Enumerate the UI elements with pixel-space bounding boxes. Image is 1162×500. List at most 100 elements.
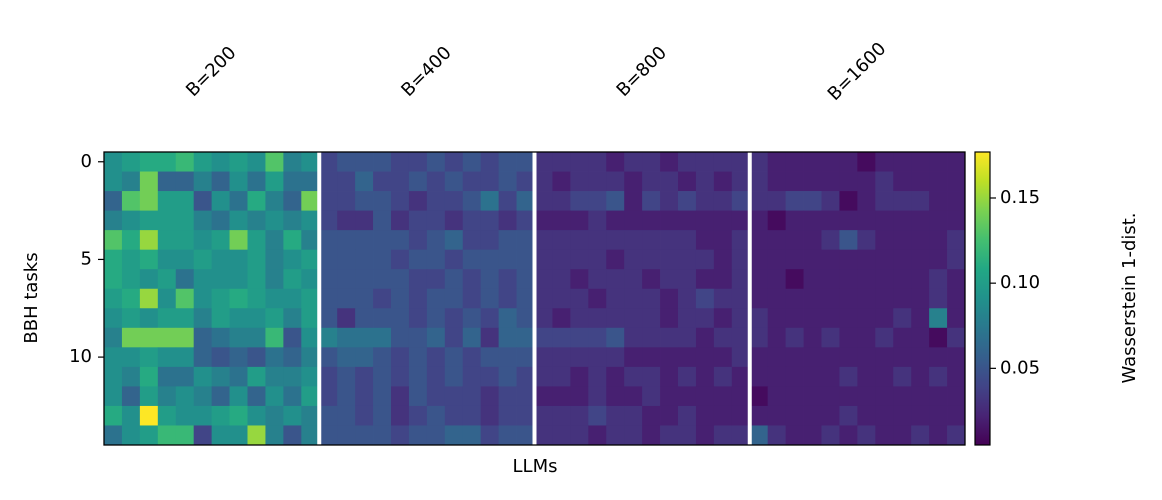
heatmap-cell (337, 386, 356, 407)
heatmap-cell (534, 171, 553, 192)
heatmap-cell (301, 269, 320, 290)
heatmap-cell (857, 210, 876, 231)
heatmap-cell (695, 366, 715, 387)
heatmap-cell (426, 425, 446, 446)
heatmap-cell (211, 191, 230, 211)
heatmap-cell (893, 347, 912, 368)
heatmap-cell (337, 308, 356, 329)
y-tick-label: 0 (81, 151, 92, 172)
heatmap-cell (283, 152, 302, 172)
colorbar-tick-label: 0.15 (1000, 187, 1040, 208)
heatmap-cell (391, 405, 410, 426)
heatmap-cell (211, 308, 230, 329)
heatmap-cell (678, 366, 697, 387)
heatmap-cell (642, 405, 661, 426)
heatmap-cell (247, 269, 266, 290)
heatmap-cell (947, 425, 966, 446)
heatmap-cell (875, 347, 894, 368)
heatmap-cell (498, 327, 517, 348)
heatmap-cell (319, 230, 338, 251)
heatmap-cell (337, 327, 356, 348)
heatmap-cell (104, 210, 123, 231)
heatmap-cell (947, 171, 966, 192)
heatmap-cell (947, 269, 966, 290)
heatmap-cell (426, 249, 446, 270)
heatmap-cell (301, 327, 320, 348)
heatmap-cell (588, 425, 607, 446)
heatmap-cell (355, 405, 374, 426)
heatmap-cell (947, 191, 966, 211)
heatmap-cell (731, 288, 751, 309)
heatmap-cell (211, 210, 230, 231)
heatmap-cell (480, 327, 500, 348)
heatmap-cell (624, 405, 643, 426)
heatmap-cell (283, 366, 302, 387)
heatmap-cell (570, 405, 589, 426)
heatmap-cell (839, 386, 858, 407)
heatmap-cell (606, 210, 625, 231)
heatmap-cell (480, 347, 500, 368)
heatmap-cell (749, 347, 769, 368)
heatmap-cell (929, 425, 948, 446)
heatmap-cell (139, 366, 159, 387)
heatmap-cell (301, 405, 320, 426)
heatmap-cell (355, 269, 374, 290)
heatmap-cell (104, 249, 123, 270)
heatmap-cell (355, 152, 374, 172)
heatmap-cell (552, 366, 571, 387)
heatmap-cell (857, 425, 876, 446)
heatmap-cell (624, 191, 643, 211)
heatmap-cell (121, 249, 141, 270)
heatmap-cell (552, 269, 571, 290)
heatmap-cell (606, 249, 625, 270)
heatmap-cell (713, 405, 733, 426)
heatmap-cell (695, 171, 715, 192)
heatmap-cell (767, 366, 787, 387)
heatmap-cell (211, 249, 230, 270)
heatmap-cell (767, 171, 787, 192)
heatmap-cell (929, 347, 948, 368)
heatmap-cell (821, 327, 840, 348)
heatmap-cell (552, 249, 571, 270)
heatmap-cell (660, 386, 679, 407)
heatmap-cell (534, 405, 553, 426)
y-tick-label: 5 (81, 248, 92, 269)
y-axis-label: BBH tasks (21, 252, 42, 343)
heatmap-cell (193, 230, 213, 251)
heatmap-cell (265, 171, 284, 192)
heatmap-cell (516, 327, 535, 348)
heatmap-cell (785, 366, 804, 387)
heatmap-cell (462, 191, 482, 211)
heatmap-cell (678, 171, 697, 192)
heatmap-cell (749, 230, 769, 251)
heatmap-cell (552, 152, 571, 172)
heatmap-cell (893, 327, 912, 348)
heatmap-cell (624, 386, 643, 407)
heatmap-cell (875, 327, 894, 348)
heatmap-cell (211, 425, 230, 446)
heatmap-cell (229, 347, 248, 368)
heatmap-cell (480, 308, 500, 329)
heatmap-cell (175, 405, 195, 426)
heatmap-cell (426, 191, 446, 211)
heatmap-cell (408, 425, 428, 446)
heatmap-cell (803, 210, 822, 231)
heatmap-cell (193, 347, 213, 368)
heatmap-cell (516, 405, 535, 426)
heatmap-cell (193, 152, 213, 172)
heatmap-cell (283, 210, 302, 231)
heatmap-cell (121, 308, 141, 329)
heatmap-cell (606, 347, 625, 368)
heatmap-cell (408, 308, 428, 329)
heatmap-cell (391, 171, 410, 192)
heatmap-cell (426, 152, 446, 172)
heatmap-cell (104, 191, 123, 211)
heatmap-cell (480, 366, 500, 387)
heatmap-cell (498, 152, 517, 172)
heatmap-cell (534, 347, 553, 368)
heatmap-cell (911, 308, 930, 329)
heatmap-cell (785, 230, 804, 251)
heatmap-cell (803, 288, 822, 309)
heatmap-cell (785, 425, 804, 446)
heatmap-cell (570, 288, 589, 309)
